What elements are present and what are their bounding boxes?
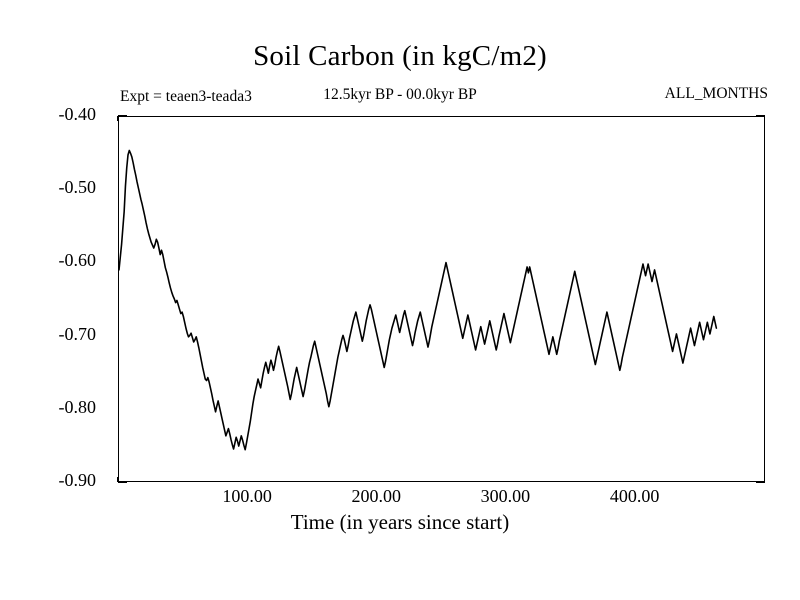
- y-tick-label: -0.40: [58, 104, 97, 124]
- experiment-label: Expt = teaen3-teada3: [120, 88, 252, 105]
- plot-area: [118, 116, 765, 482]
- x-tick-label: 100.00: [222, 486, 272, 506]
- y-tick-label: -0.90: [58, 470, 97, 490]
- x-minor-tick-top: [117, 116, 119, 121]
- x-tick-label: 400.00: [609, 486, 660, 506]
- x-tick-label: 300.00: [480, 486, 531, 506]
- soil-carbon-line-series: [119, 149, 718, 451]
- x-minor-tick: [117, 477, 119, 482]
- page-title: Soil Carbon (in kgC/m2): [253, 40, 547, 72]
- y-major-tick-right: [756, 115, 765, 117]
- y-tick-label: -0.80: [58, 396, 97, 417]
- y-major-tick: [118, 115, 127, 117]
- y-tick-label: -0.70: [58, 323, 97, 344]
- x-tick-label: 200.00: [351, 486, 402, 506]
- time-range-label: 12.5kyr BP - 00.0kyr BP: [323, 86, 477, 103]
- months-label: ALL_MONTHS: [664, 85, 768, 102]
- y-tick-label: -0.60: [58, 250, 97, 271]
- x-axis-label: Time (in years since start): [290, 510, 510, 534]
- y-tick-label: -0.50: [58, 177, 97, 198]
